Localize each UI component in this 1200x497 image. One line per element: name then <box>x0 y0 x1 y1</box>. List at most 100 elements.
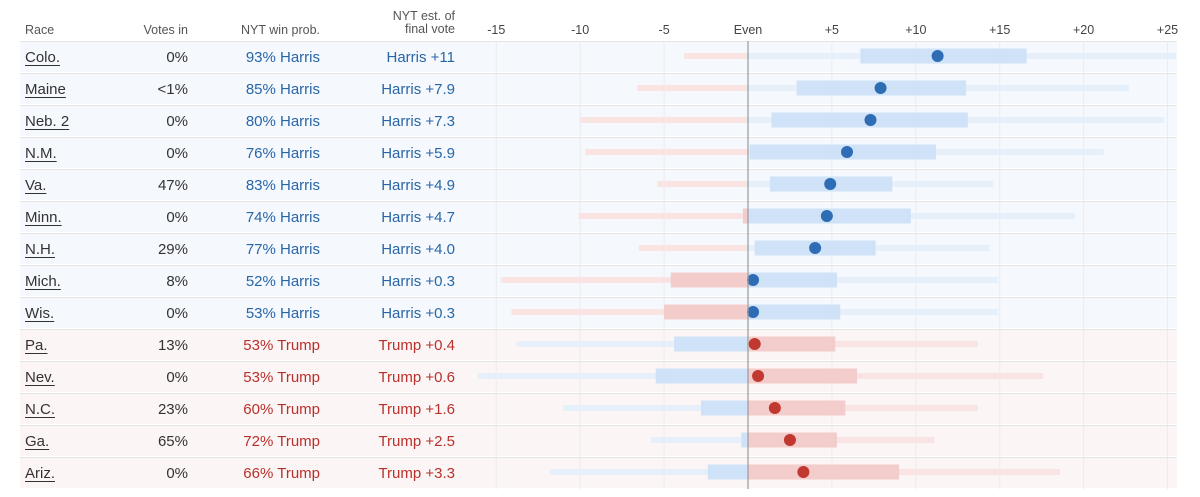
est-final-vote-value: Trump +0.4 <box>378 337 455 354</box>
votes-in-value: 13% <box>157 337 188 354</box>
votes-in-value: 47% <box>157 177 188 194</box>
votes-in-value: 8% <box>166 273 188 290</box>
x-tick-label: -10 <box>571 23 590 37</box>
header-est-final-vote: NYT est. of final vote <box>355 10 455 36</box>
inner-band-trump <box>748 464 900 480</box>
race-link[interactable]: N.C. <box>25 401 55 418</box>
x-tick-label: -15 <box>487 23 506 37</box>
outer-band-trump <box>637 85 748 91</box>
x-tick-label: +10 <box>905 23 927 37</box>
outer-band-trump <box>501 277 748 283</box>
inner-band-harris <box>748 272 837 288</box>
outer-band-trump <box>684 53 748 59</box>
race-link[interactable]: Nev. <box>25 369 55 386</box>
win-prob-value: 53% Trump <box>243 337 320 354</box>
votes-in-value: 0% <box>166 305 188 322</box>
inner-band-trump <box>748 368 858 384</box>
win-prob-value: 60% Trump <box>243 401 320 418</box>
inner-band-harris <box>741 432 748 448</box>
votes-in-value: 29% <box>157 241 188 258</box>
outer-band-harris <box>748 309 999 315</box>
x-tick-label: Even <box>733 23 763 37</box>
votes-in-value: 23% <box>157 401 188 418</box>
votes-in-value: 65% <box>157 433 188 450</box>
votes-in-value: 0% <box>166 465 188 482</box>
race-link[interactable]: Va. <box>25 177 47 194</box>
outer-band-trump <box>578 213 748 219</box>
inner-band-trump <box>742 208 748 224</box>
x-tick-label: +5 <box>824 23 840 37</box>
race-link[interactable]: Minn. <box>25 209 62 226</box>
est-final-vote-value: Trump +0.6 <box>378 369 455 386</box>
win-prob-value: 66% Trump <box>243 465 320 482</box>
estimate-dot <box>864 114 877 126</box>
inner-band-trump <box>748 336 836 352</box>
race-link[interactable]: Mich. <box>25 273 61 290</box>
est-final-vote-value: Trump +3.3 <box>378 465 455 482</box>
est-final-vote-value: Harris +5.9 <box>381 145 455 162</box>
win-prob-value: 93% Harris <box>245 49 320 66</box>
inner-band-harris <box>701 400 748 416</box>
estimate-dot <box>931 50 944 62</box>
outer-band-trump <box>748 373 1044 379</box>
x-tick-label: -5 <box>658 23 670 37</box>
outer-band-trump <box>585 149 748 155</box>
race-link[interactable]: Wis. <box>25 305 55 322</box>
inner-band-harris <box>707 464 748 480</box>
est-final-vote-value: Harris +0.3 <box>381 273 455 290</box>
header-win-prob: NYT win prob. <box>241 23 320 37</box>
x-tick-label: +25 <box>1156 23 1179 37</box>
est-final-vote-value: Harris +4.7 <box>381 209 455 226</box>
race-link[interactable]: Ariz. <box>25 465 55 482</box>
win-prob-value: 53% Trump <box>243 369 320 386</box>
header-est-line1: NYT est. of <box>392 9 455 23</box>
race-link[interactable]: N.M. <box>25 145 57 162</box>
est-final-vote-value: Harris +4.9 <box>381 177 455 194</box>
est-final-vote-value: Harris +7.3 <box>381 113 455 130</box>
race-link[interactable]: N.H. <box>25 241 55 258</box>
inner-band-trump <box>664 304 748 320</box>
outer-band-harris <box>650 437 748 443</box>
win-prob-value: 52% Harris <box>245 273 320 290</box>
outer-band-trump <box>748 437 935 443</box>
header-votes-in: Votes in <box>143 23 188 37</box>
win-prob-value: 72% Trump <box>243 433 320 450</box>
estimate-dot <box>820 210 833 222</box>
outer-band-harris <box>563 405 748 411</box>
inner-band-trump <box>748 400 846 416</box>
table-row: N.C. 23% 60% Trump Trump +1.6 <box>20 393 1177 424</box>
estimate-dot <box>797 466 810 478</box>
outer-band-harris <box>748 277 999 283</box>
x-tick-label: +20 <box>1072 23 1095 37</box>
outer-band-trump <box>748 405 978 411</box>
race-link[interactable]: Colo. <box>25 49 61 66</box>
win-prob-value: 80% Harris <box>245 113 320 130</box>
votes-in-value: 0% <box>166 369 188 386</box>
win-prob-value: 77% Harris <box>245 241 320 258</box>
estimate-dot <box>747 274 760 286</box>
outer-band-harris <box>549 469 748 475</box>
x-tick-label: +15 <box>989 23 1011 37</box>
header-est-line2: final vote <box>404 22 455 36</box>
race-link[interactable]: Pa. <box>25 337 48 354</box>
votes-in-value: 0% <box>166 113 188 130</box>
outer-band-harris <box>748 213 1076 219</box>
race-link[interactable]: Maine <box>25 81 66 98</box>
race-link[interactable]: Ga. <box>25 433 50 450</box>
est-final-vote-value: Harris +7.9 <box>381 81 455 98</box>
inner-band-harris <box>674 336 748 352</box>
table-row: Maine <1% 85% Harris Harris +7.9 <box>20 73 1177 104</box>
votes-in-value: 0% <box>166 145 188 162</box>
outer-band-trump <box>511 309 748 315</box>
estimate-dot <box>747 306 760 318</box>
race-link[interactable]: Neb. 2 <box>25 113 70 130</box>
est-final-vote-value: Trump +2.5 <box>378 433 455 450</box>
table-row: Ga. 65% 72% Trump Trump +2.5 <box>20 425 1177 456</box>
votes-in-value: <1% <box>157 81 188 98</box>
estimate-dot <box>783 434 796 446</box>
win-prob-value: 53% Harris <box>245 305 320 322</box>
estimate-dot <box>874 82 887 94</box>
estimate-dot <box>752 370 765 382</box>
outer-band-trump <box>748 469 1061 475</box>
